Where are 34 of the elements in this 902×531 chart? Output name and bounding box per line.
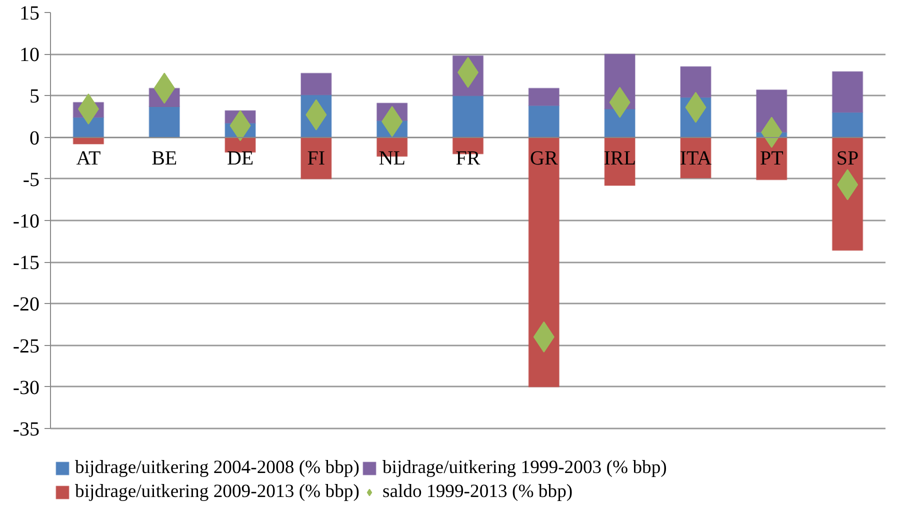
legend-label: bijdrage/uitkering 2004-2008 (% bbp)	[75, 457, 360, 479]
bar	[148, 106, 180, 138]
legend-label: bijdrage/uitkering 1999-2003 (% bbp)	[382, 457, 667, 479]
y-tick-label: -35	[12, 418, 40, 440]
y-tick-label: -25	[12, 335, 40, 358]
x-tick-label: BE	[152, 147, 178, 170]
x-tick-label: FI	[307, 147, 326, 170]
legend-label: bijdrage/uitkering 2009-2013 (% bbp)	[75, 481, 360, 503]
bar	[832, 71, 864, 113]
x-tick-label: IRL	[604, 147, 636, 170]
y-tick-label: 15	[20, 2, 40, 24]
y-tick-label: 10	[20, 44, 40, 66]
bar	[832, 112, 864, 138]
y-tick-label: -10	[12, 210, 40, 232]
y-tick-label: -15	[12, 252, 40, 274]
y-tick-label: 5	[30, 86, 40, 108]
bar	[680, 66, 712, 98]
x-tick-label: PT	[760, 147, 784, 170]
x-tick-label: GR	[530, 147, 558, 170]
x-tick-label: FR	[456, 147, 481, 170]
x-tick-label: DE	[226, 147, 254, 170]
y-tick-label: 0	[30, 127, 40, 150]
y-tick-label: -20	[12, 294, 40, 316]
legend-label: saldo 1999-2013 (% bbp)	[382, 481, 573, 503]
bar	[300, 72, 332, 96]
bar	[528, 88, 560, 106]
x-tick-label: AT	[76, 147, 101, 170]
bar	[528, 136, 560, 388]
bar	[300, 136, 332, 180]
y-tick-label: -30	[12, 376, 40, 399]
y-tick-label: -5	[22, 168, 40, 191]
x-tick-label: SP	[836, 147, 859, 170]
bar	[452, 95, 484, 138]
bar	[528, 105, 560, 138]
